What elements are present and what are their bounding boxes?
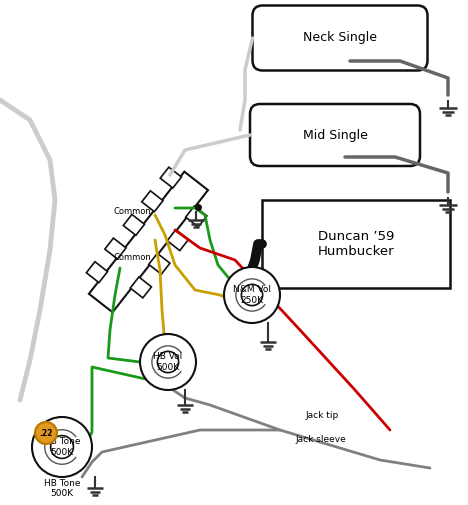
Circle shape — [241, 284, 263, 306]
FancyBboxPatch shape — [89, 172, 208, 312]
Text: Neck Single: Neck Single — [303, 31, 377, 44]
Text: Common: Common — [114, 254, 152, 263]
Text: .22: .22 — [39, 429, 53, 437]
Text: Duncan ’59
Humbucker: Duncan ’59 Humbucker — [318, 230, 395, 258]
Text: Common: Common — [114, 208, 152, 217]
Text: HB Tone
500K: HB Tone 500K — [44, 437, 80, 457]
FancyBboxPatch shape — [253, 6, 427, 71]
Text: HB Vol
500K: HB Vol 500K — [154, 352, 183, 372]
Text: Jack sleeve: Jack sleeve — [295, 435, 346, 444]
Bar — [160, 167, 182, 188]
Circle shape — [51, 436, 73, 459]
Bar — [149, 254, 170, 274]
Text: Jack tip: Jack tip — [305, 411, 338, 420]
Bar — [262, 200, 450, 288]
Text: Mid Single: Mid Single — [303, 128, 367, 141]
Bar — [105, 238, 126, 259]
Bar — [86, 262, 108, 283]
Circle shape — [32, 417, 92, 477]
Circle shape — [140, 334, 196, 390]
Circle shape — [224, 267, 280, 323]
Circle shape — [157, 351, 179, 373]
Bar — [186, 206, 207, 227]
Bar — [123, 215, 145, 235]
Circle shape — [35, 422, 57, 444]
Text: HB Tone
500K: HB Tone 500K — [44, 479, 80, 498]
Bar — [142, 191, 163, 212]
FancyBboxPatch shape — [250, 104, 420, 166]
Text: N&M Vol
250K: N&M Vol 250K — [233, 285, 271, 305]
Bar — [167, 230, 189, 250]
Bar — [130, 277, 152, 298]
